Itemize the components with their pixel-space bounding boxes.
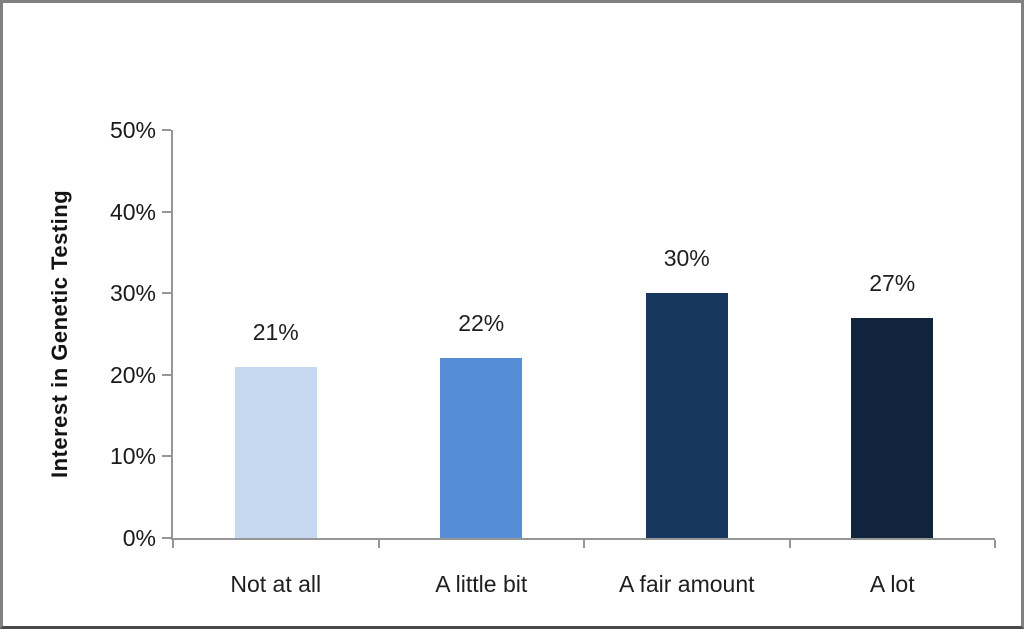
- y-tick-mark: [162, 455, 171, 458]
- bar-value-label: 30%: [663, 245, 710, 272]
- bar-value-label: 21%: [252, 318, 299, 345]
- x-tick-mark: [583, 540, 585, 548]
- x-tick-mark: [172, 540, 174, 548]
- y-tick-mark: [162, 210, 171, 213]
- x-category-label: Not at all: [230, 571, 322, 597]
- x-tick-mark: [994, 540, 996, 548]
- x-tick-mark: [788, 540, 791, 548]
- x-axis-line: [173, 538, 995, 540]
- x-category-label: A little bit: [435, 571, 528, 597]
- bar: [645, 293, 728, 538]
- y-tick-label: 10%: [109, 443, 156, 470]
- y-tick-label: 0%: [122, 525, 156, 551]
- x-category-label: A lot: [869, 571, 915, 597]
- x-tick-mark: [377, 540, 380, 548]
- y-tick-mark: [162, 292, 171, 295]
- y-tick-mark: [162, 129, 171, 131]
- bar: [851, 317, 934, 538]
- y-axis-line: [171, 130, 173, 540]
- y-tick-label: 30%: [109, 280, 156, 307]
- y-tick-mark: [162, 373, 171, 376]
- bar: [234, 366, 317, 538]
- x-category-label: A fair amount: [618, 571, 755, 597]
- y-tick-label: 20%: [109, 361, 156, 388]
- y-axis-title: Interest in Genetic Testing: [47, 189, 72, 479]
- bar: [440, 358, 523, 538]
- y-tick-label: 40%: [109, 198, 156, 225]
- bar-value-label: 27%: [869, 269, 916, 296]
- bar-value-label: 22%: [458, 310, 505, 337]
- y-tick-label: 50%: [109, 117, 156, 143]
- y-tick-mark: [162, 537, 171, 539]
